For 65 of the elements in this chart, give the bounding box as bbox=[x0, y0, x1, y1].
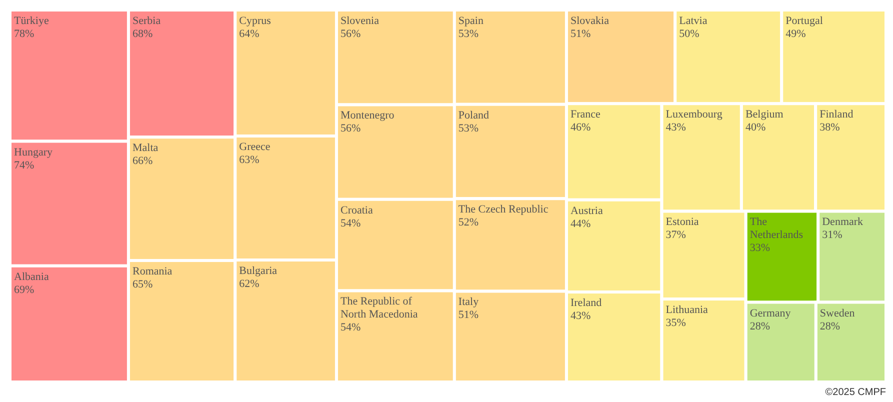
category-label: The Czech Republic bbox=[458, 204, 548, 216]
category-label: Albania bbox=[14, 270, 49, 283]
category-label: The Netherlands bbox=[750, 216, 804, 242]
data-label: 40% bbox=[745, 122, 766, 134]
data-label: 54% bbox=[340, 217, 361, 230]
category-label: Ireland bbox=[570, 297, 602, 309]
category-label: Belgium bbox=[745, 108, 784, 121]
data-label: 62% bbox=[239, 278, 260, 290]
data-label: 33% bbox=[750, 242, 770, 254]
category-label: Hungary bbox=[14, 146, 53, 158]
data-label: 63% bbox=[239, 154, 260, 166]
category-label: Türkiye bbox=[14, 15, 49, 27]
category-label: Portugal bbox=[786, 15, 823, 27]
data-label: 78% bbox=[14, 28, 34, 40]
category-label: Sweden bbox=[820, 307, 856, 320]
data-label: 53% bbox=[458, 122, 479, 134]
data-label: 35% bbox=[666, 316, 686, 329]
category-label: Slovenia bbox=[340, 15, 380, 27]
category-label: Austria bbox=[570, 204, 603, 217]
data-label: 38% bbox=[820, 122, 840, 134]
data-label: 31% bbox=[822, 229, 842, 242]
category-label: Greece bbox=[239, 140, 270, 153]
text: ©2025 CMPF bbox=[825, 387, 886, 398]
data-label: 37% bbox=[666, 229, 686, 242]
data-label: 46% bbox=[570, 122, 591, 134]
category-label: The Republic of North Macedonia bbox=[340, 296, 418, 321]
data-label: 43% bbox=[666, 122, 686, 134]
data-label: 28% bbox=[820, 320, 840, 332]
data-label: 56% bbox=[340, 28, 361, 40]
data-label: 28% bbox=[750, 320, 770, 332]
data-label: 74% bbox=[14, 159, 34, 172]
data-label: 65% bbox=[132, 278, 153, 290]
category-label: Finland bbox=[820, 108, 854, 121]
data-label: 68% bbox=[132, 28, 153, 40]
category-label: Germany bbox=[750, 307, 792, 320]
data-label: 49% bbox=[786, 28, 806, 40]
data-label: 54% bbox=[340, 322, 361, 334]
data-label: 50% bbox=[679, 28, 700, 40]
category-label: Romania bbox=[132, 265, 172, 278]
category-label: Luxembourg bbox=[666, 108, 723, 121]
data-label: 53% bbox=[458, 28, 479, 40]
data-label: 56% bbox=[340, 122, 361, 135]
category-label: Denmark bbox=[822, 216, 864, 228]
category-label: Italy bbox=[458, 296, 480, 308]
data-label: 51% bbox=[570, 28, 591, 40]
data-label: 66% bbox=[132, 155, 153, 168]
data-label: 64% bbox=[239, 28, 260, 40]
category-label: Lithuania bbox=[666, 304, 708, 316]
category-label: Latvia bbox=[679, 15, 708, 27]
category-label: Montenegro bbox=[340, 110, 395, 122]
category-label: Cyprus bbox=[239, 15, 271, 27]
data-label: 52% bbox=[458, 216, 479, 229]
category-label: France bbox=[570, 108, 601, 121]
data-label: 43% bbox=[570, 310, 591, 322]
category-label: Bulgaria bbox=[239, 264, 278, 277]
category-label: Malta bbox=[132, 142, 158, 154]
data-label: 44% bbox=[570, 218, 591, 230]
data-label: 69% bbox=[14, 284, 34, 296]
category-label: Serbia bbox=[132, 15, 161, 27]
category-label: Spain bbox=[458, 15, 484, 27]
category-label: Croatia bbox=[340, 204, 373, 216]
data-label: 51% bbox=[458, 309, 479, 322]
category-label: Poland bbox=[458, 109, 490, 122]
category-label: Slovakia bbox=[570, 15, 610, 27]
category-label: Estonia bbox=[666, 216, 699, 228]
